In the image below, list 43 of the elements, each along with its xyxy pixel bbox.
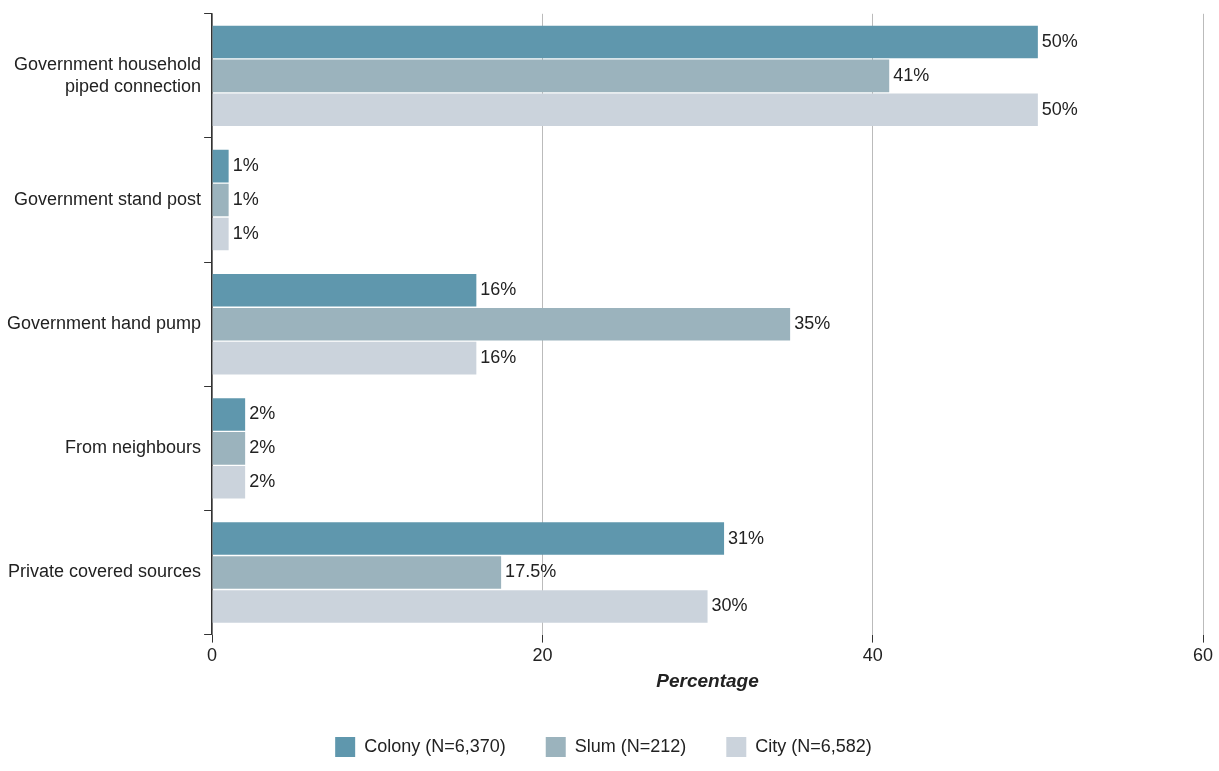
data-label: 35% bbox=[794, 313, 831, 334]
legend-label: Slum (N=212) bbox=[574, 735, 687, 756]
bar bbox=[212, 93, 1038, 127]
x-tick-label: 20 bbox=[532, 645, 553, 666]
data-label: 1% bbox=[232, 189, 259, 210]
y-tick-label: Private covered sources bbox=[8, 561, 202, 582]
bar bbox=[212, 432, 246, 465]
legend-label: Colony (N=6,370) bbox=[364, 735, 506, 756]
x-tick-label: 0 bbox=[207, 645, 218, 666]
bar bbox=[212, 273, 477, 307]
data-label: 31% bbox=[728, 527, 765, 548]
bar bbox=[212, 590, 708, 623]
data-label: 2% bbox=[249, 437, 276, 458]
data-label: 30% bbox=[711, 595, 748, 616]
bar bbox=[212, 398, 246, 431]
bar bbox=[212, 466, 246, 499]
data-label: 41% bbox=[893, 64, 930, 85]
bar bbox=[212, 59, 890, 93]
data-label: 16% bbox=[480, 347, 517, 368]
data-label: 50% bbox=[1041, 98, 1078, 119]
y-tick-label: Government stand post bbox=[14, 189, 202, 210]
bar bbox=[212, 25, 1038, 59]
bar bbox=[212, 341, 477, 375]
bar bbox=[212, 556, 502, 589]
x-tick-label: 40 bbox=[862, 645, 883, 666]
y-tick-label: Government hand pump bbox=[6, 313, 202, 334]
data-label: 17.5% bbox=[505, 561, 557, 582]
bar bbox=[212, 217, 229, 251]
data-label: 50% bbox=[1041, 30, 1078, 51]
data-label: 1% bbox=[232, 155, 259, 176]
y-tick-label: Government household piped connection bbox=[13, 54, 202, 96]
data-label: 2% bbox=[249, 403, 276, 424]
x-axis-title: Percentage bbox=[656, 669, 760, 691]
data-label: 1% bbox=[232, 222, 259, 243]
bar bbox=[212, 307, 791, 341]
bar bbox=[212, 522, 725, 555]
bar bbox=[212, 149, 229, 183]
data-label: 2% bbox=[249, 471, 276, 492]
legend-label: City (N=6,582) bbox=[755, 735, 872, 756]
x-tick-label: 60 bbox=[1192, 645, 1214, 666]
bar bbox=[212, 183, 229, 217]
y-tick-label: From neighbours bbox=[65, 437, 202, 458]
data-label: 16% bbox=[480, 279, 517, 300]
